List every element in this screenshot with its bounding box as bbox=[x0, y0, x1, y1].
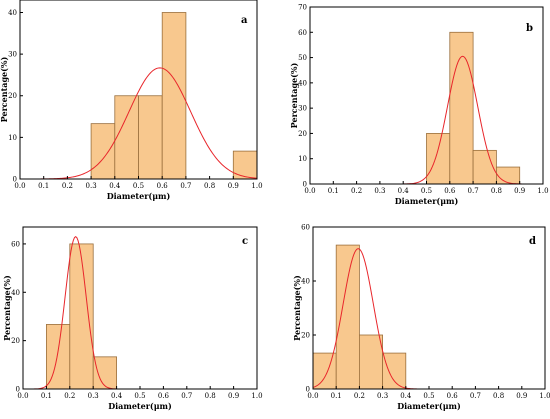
x-tick-label: 1.0 bbox=[537, 187, 548, 195]
histogram-bar bbox=[426, 133, 451, 185]
y-axis-label: Percentage(%) bbox=[0, 56, 9, 122]
x-axis-label: Diameter(μm) bbox=[108, 401, 172, 411]
x-tick-label: 0.2 bbox=[64, 392, 75, 400]
x-tick-label: 0.3 bbox=[374, 187, 385, 195]
y-axis-label: Percentage(%) bbox=[289, 62, 299, 128]
x-tick-label: 0.8 bbox=[491, 187, 502, 195]
x-tick-label: 0.5 bbox=[134, 392, 145, 400]
x-tick-label: 0.9 bbox=[228, 182, 239, 190]
y-tick-label: 20 bbox=[301, 332, 310, 340]
x-tick-label: 0.0 bbox=[17, 392, 28, 400]
x-tick-label: 0.2 bbox=[354, 392, 365, 400]
x-tick-label: 0.6 bbox=[447, 392, 459, 400]
y-tick-label: 40 bbox=[301, 278, 310, 286]
histogram-bar bbox=[312, 352, 337, 390]
y-tick-label: 0 bbox=[303, 181, 307, 189]
x-tick-label: 0.7 bbox=[181, 392, 192, 400]
y-axis-label: Percentage(%) bbox=[292, 275, 302, 341]
x-tick-label: 0.4 bbox=[109, 182, 121, 190]
histogram-bar bbox=[232, 150, 258, 180]
y-tick-label: 20 bbox=[298, 130, 307, 138]
x-tick-label: 0.4 bbox=[398, 187, 410, 195]
x-tick-label: 0.3 bbox=[377, 392, 388, 400]
y-tick-label: 0 bbox=[306, 386, 310, 394]
histogram-bar bbox=[90, 123, 116, 180]
chart-panel-d: 0.0 0.1 0.2 0.3 0.4 0.5 0.6 0.7 0.8 0.9 1.0 0 20 40 60… bbox=[292, 224, 550, 412]
histogram-bar bbox=[449, 31, 474, 185]
x-tick-label: 0.2 bbox=[62, 182, 73, 190]
y-tick-label: 20 bbox=[11, 337, 20, 345]
histogram-bar bbox=[138, 95, 163, 180]
panel-letter: a bbox=[241, 15, 248, 26]
chart-panel-c: 0.0 0.1 0.2 0.3 0.4 0.5 0.6 0.7 0.8 0.9 1.0 0 20 40 60… bbox=[2, 226, 263, 411]
y-tick-label: 0 bbox=[13, 176, 17, 184]
histogram-bar bbox=[358, 334, 383, 390]
x-tick-label: 1.0 bbox=[539, 392, 550, 400]
x-tick-label: 0.9 bbox=[514, 187, 525, 195]
x-tick-label: 0.3 bbox=[88, 392, 99, 400]
y-tick-label: 20 bbox=[8, 92, 17, 100]
y-tick-label: 60 bbox=[298, 29, 307, 37]
histogram-bar bbox=[114, 95, 139, 180]
y-tick-label: 40 bbox=[298, 79, 307, 87]
x-tick-label: 0.4 bbox=[400, 392, 412, 400]
chart-panel-b: 0.0 0.1 0.2 0.3 0.4 0.5 0.6 0.7 0.8 0.9 1.0 0 10 20 30… bbox=[289, 4, 549, 207]
histogram-bar bbox=[382, 352, 407, 390]
x-tick-label: 0.8 bbox=[204, 182, 215, 190]
y-tick-label: 10 bbox=[8, 134, 17, 142]
histogram-bar bbox=[46, 324, 71, 390]
panel-letter: c bbox=[242, 236, 248, 247]
x-tick-label: 0.0 bbox=[304, 187, 315, 195]
x-tick-label: 0.6 bbox=[158, 392, 170, 400]
x-axis-label: Diameter(μm) bbox=[395, 196, 459, 206]
x-tick-label: 0.8 bbox=[493, 392, 504, 400]
x-axis-label: Diameter(μm) bbox=[107, 191, 171, 201]
x-tick-label: 0.5 bbox=[421, 187, 432, 195]
y-tick-label: 70 bbox=[298, 4, 307, 12]
x-tick-label: 0.0 bbox=[14, 182, 25, 190]
x-axis-label: Diameter(μm) bbox=[397, 401, 461, 411]
chart-panel-a: 0.0 0.1 0.2 0.3 0.4 0.5 0.6 0.7 0.8 0.9 1.0 0 10 20 30… bbox=[0, 0, 263, 201]
y-tick-label: 30 bbox=[8, 51, 17, 59]
panel-letter: d bbox=[529, 236, 536, 247]
panel-letter: b bbox=[526, 23, 533, 34]
x-tick-label: 0.1 bbox=[328, 187, 339, 195]
x-tick-label: 0.5 bbox=[133, 182, 144, 190]
x-tick-label: 0.0 bbox=[307, 392, 318, 400]
y-tick-label: 40 bbox=[8, 9, 17, 17]
y-tick-label: 0 bbox=[16, 386, 20, 394]
x-tick-label: 0.1 bbox=[331, 392, 342, 400]
y-tick-label: 60 bbox=[301, 224, 310, 232]
x-tick-label: 0.5 bbox=[423, 392, 434, 400]
histogram-bar bbox=[92, 356, 117, 390]
y-axis-label: Percentage(%) bbox=[2, 275, 12, 341]
x-tick-label: 0.6 bbox=[444, 187, 456, 195]
x-tick-label: 0.9 bbox=[228, 392, 239, 400]
x-tick-label: 0.7 bbox=[470, 392, 481, 400]
y-tick-label: 10 bbox=[298, 155, 307, 163]
x-tick-label: 0.6 bbox=[157, 182, 169, 190]
histogram-bar bbox=[335, 244, 360, 390]
x-tick-label: 1.0 bbox=[251, 182, 262, 190]
x-tick-label: 0.4 bbox=[111, 392, 123, 400]
x-tick-label: 0.2 bbox=[351, 187, 362, 195]
histogram-bar bbox=[69, 243, 94, 390]
x-tick-label: 0.7 bbox=[468, 187, 479, 195]
x-tick-label: 0.8 bbox=[205, 392, 216, 400]
x-tick-label: 0.1 bbox=[38, 182, 49, 190]
y-tick-label: 30 bbox=[298, 105, 307, 113]
y-tick-label: 40 bbox=[11, 289, 20, 297]
x-tick-label: 0.3 bbox=[86, 182, 97, 190]
x-tick-label: 0.9 bbox=[516, 392, 527, 400]
x-tick-label: 0.1 bbox=[41, 392, 52, 400]
y-tick-label: 50 bbox=[298, 54, 307, 62]
x-tick-label: 0.7 bbox=[180, 182, 191, 190]
x-tick-label: 1.0 bbox=[251, 392, 262, 400]
gaussian-fit-curve bbox=[20, 67, 258, 180]
histogram-bar bbox=[161, 12, 187, 180]
y-tick-label: 60 bbox=[11, 240, 20, 248]
histogram-bar bbox=[495, 166, 521, 185]
